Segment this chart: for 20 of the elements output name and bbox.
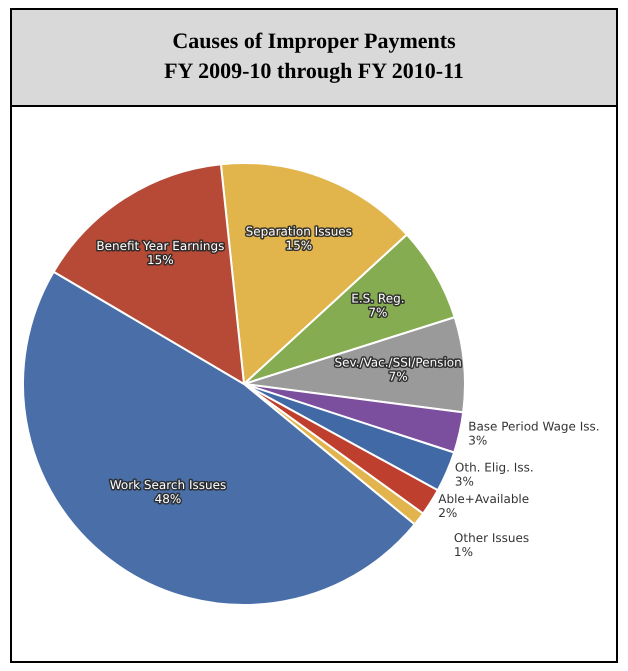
chart-subtitle: FY 2009-10 through FY 2010-11 <box>163 57 465 85</box>
data-label: 1% <box>454 545 473 560</box>
data-label: 15% <box>147 252 174 267</box>
data-label: 7% <box>388 369 408 384</box>
slice-label: Sev./Vac./SSI/Pension <box>334 355 462 370</box>
slice-label: Base Period Wage Iss. <box>468 420 600 434</box>
data-label: 7% <box>368 306 388 320</box>
slice-label: Separation Issues <box>246 224 352 238</box>
slice-label: E.S. Reg. <box>351 292 405 306</box>
data-label: 3% <box>454 474 474 488</box>
slice-label: Able+Available <box>438 492 530 506</box>
data-label: 3% <box>468 434 488 448</box>
chart-title: Causes of Improper Payments <box>171 27 457 55</box>
data-label: 15% <box>285 238 312 252</box>
data-label: 48% <box>154 492 182 506</box>
data-label: 2% <box>438 506 458 520</box>
slice-label: Oth. Elig. Iss. <box>454 460 534 474</box>
slice-label: Other Issues <box>454 531 530 546</box>
slice-label: Benefit Year Earnings <box>96 238 224 253</box>
slice-label: Work Search Issues <box>110 478 226 492</box>
